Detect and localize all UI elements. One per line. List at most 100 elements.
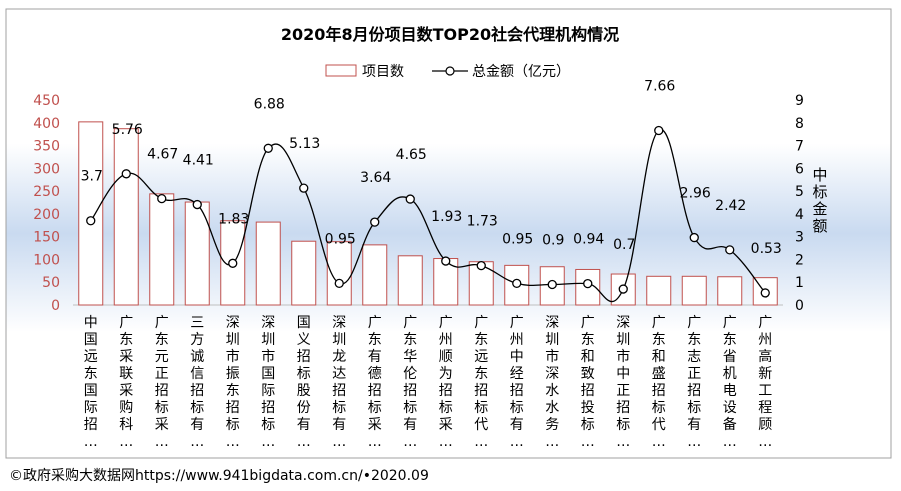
category-label: 深圳市深水水务… xyxy=(545,315,559,450)
category-label: 广东和盛招标代… xyxy=(652,315,666,450)
category-label: 广东和致招投标… xyxy=(581,315,595,450)
amount-data-label: 4.65 xyxy=(396,147,427,163)
category-label: 广东志正招标有… xyxy=(687,315,701,450)
left-axis-ticks: 0 50 100 150 200 250 300 350 400 450 xyxy=(33,93,60,314)
amount-data-label: 2.96 xyxy=(680,186,711,202)
category-label: 广东远东招标代… xyxy=(474,315,488,450)
left-tick-label: 0 xyxy=(51,298,60,314)
amount-point-5 xyxy=(228,258,238,268)
bar-1 xyxy=(78,121,104,306)
legend-bar-label: 项目数 xyxy=(362,64,404,80)
category-label: 三方诚信招标有… xyxy=(190,315,204,450)
amount-data-label: 6.88 xyxy=(254,96,285,112)
category-label: 中国远东国际招… xyxy=(84,315,98,450)
left-tick-label: 300 xyxy=(33,161,60,177)
amount-point-8 xyxy=(334,278,344,289)
bar-series xyxy=(78,121,778,306)
amount-point-3 xyxy=(157,193,167,204)
amount-point-10 xyxy=(405,194,415,204)
bar-9 xyxy=(362,244,388,306)
amount-point-17 xyxy=(654,125,664,136)
category-label: 广州中经招标有… xyxy=(510,315,524,450)
right-tick-label: 9 xyxy=(795,93,804,109)
legend-bar-swatch xyxy=(325,64,357,77)
amount-point-15 xyxy=(583,278,593,289)
amount-data-label: 1.93 xyxy=(431,209,462,225)
right-tick-label: 2 xyxy=(795,252,804,268)
source-footer: ©政府采购大数据网https://www.941bigdata.com.cn/•… xyxy=(9,468,429,484)
category-label: 广东华伦招标有… xyxy=(403,315,417,450)
category-label: 深圳市中正招标… xyxy=(616,315,630,450)
legend-line-marker xyxy=(445,66,455,76)
bar-18 xyxy=(681,275,707,306)
amount-point-11 xyxy=(441,256,451,266)
category-label: 深圳龙达招标有… xyxy=(332,315,346,450)
bar-10 xyxy=(397,255,423,306)
right-tick-label: 0 xyxy=(795,298,804,314)
category-label: 国义招标股份有… xyxy=(297,315,311,450)
bar-17 xyxy=(646,275,672,306)
amount-point-7 xyxy=(299,183,309,193)
category-label: 广东省机电设备… xyxy=(723,315,737,450)
amount-point-14 xyxy=(547,279,557,290)
right-tick-label: 5 xyxy=(795,184,804,200)
left-tick-label: 150 xyxy=(33,230,60,246)
amount-data-label: 0.95 xyxy=(325,231,356,247)
bar-7 xyxy=(291,240,317,306)
amount-data-label: 1.73 xyxy=(467,214,498,230)
amount-data-label: 0.9 xyxy=(542,233,564,249)
amount-data-label: 4.41 xyxy=(183,153,214,169)
amount-point-16 xyxy=(618,284,628,294)
line-series: 3.7 5.764.67 4.41 1.83 6.88 5.13 0.95 3.64 4.65 1… xyxy=(81,79,782,303)
amount-data-label: 7.66 xyxy=(644,79,675,95)
category-label: 广州顺为招标采… xyxy=(439,315,453,450)
amount-point-12 xyxy=(476,260,486,271)
left-tick-label: 400 xyxy=(33,116,60,132)
right-tick-label: 7 xyxy=(795,139,804,155)
amount-point-19 xyxy=(725,245,735,255)
amount-data-label: 1.83 xyxy=(218,211,249,227)
amount-point-2 xyxy=(121,169,131,179)
right-axis-title: 中标金额 xyxy=(812,166,827,235)
right-tick-label: 8 xyxy=(795,116,804,132)
category-labels: 中国远东国际招… 广东采联采购科… 广东元正招标采… 三方诚信招标有… 深圳市振东招标…… xyxy=(84,315,773,450)
amount-point-1 xyxy=(86,216,96,226)
category-label: 广东采联采购科… xyxy=(119,315,133,450)
amount-data-label: 5.13 xyxy=(289,136,320,152)
category-label: 广东元正招标采… xyxy=(155,315,169,450)
chart-title: 2020年8月份项目数TOP20社会代理机构情况 xyxy=(281,25,619,44)
amount-point-20 xyxy=(760,288,770,298)
amount-point-6 xyxy=(263,143,273,153)
legend-line-label: 总金额（亿元） xyxy=(472,64,570,80)
right-tick-label: 1 xyxy=(795,275,804,291)
right-tick-label: 4 xyxy=(795,207,804,223)
category-label: 深圳市国际招标… xyxy=(261,315,275,450)
right-tick-label: 6 xyxy=(795,161,804,177)
amount-point-18 xyxy=(689,232,699,243)
right-axis-ticks: 0 1 2 3 4 5 6 7 8 9 xyxy=(795,93,804,314)
amount-data-label: 3.64 xyxy=(360,170,391,186)
bar-3 xyxy=(149,193,175,306)
bar-2 xyxy=(113,128,139,306)
amount-point-13 xyxy=(512,278,522,289)
amount-data-label: 0.7 xyxy=(613,237,635,253)
amount-data-label: 5.76 xyxy=(112,122,143,138)
bar-6 xyxy=(255,221,281,306)
category-label: 广州高新工程顾… xyxy=(758,315,772,450)
left-tick-label: 250 xyxy=(33,184,60,200)
amount-data-label: 0.94 xyxy=(573,232,604,248)
left-tick-label: 450 xyxy=(33,93,60,109)
amount-point-4 xyxy=(192,199,202,210)
bar-19 xyxy=(717,276,743,306)
amount-data-label: 4.67 xyxy=(147,147,178,163)
legend: 项目数 总金额（亿元） xyxy=(325,64,570,80)
left-tick-label: 50 xyxy=(42,275,60,291)
amount-data-label: 0.95 xyxy=(502,231,533,247)
amount-data-label: 2.42 xyxy=(715,198,746,214)
amount-data-label: 3.7 xyxy=(81,169,103,185)
left-tick-label: 200 xyxy=(33,207,60,223)
left-tick-label: 350 xyxy=(33,139,60,155)
amount-point-9 xyxy=(370,217,380,227)
right-axis-label: 中标金额 xyxy=(812,166,827,235)
